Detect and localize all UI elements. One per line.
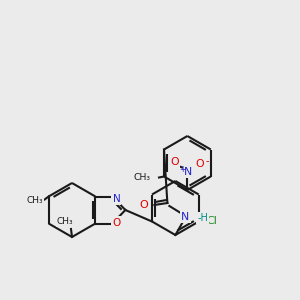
Text: -H: -H: [197, 213, 208, 223]
Text: N: N: [112, 194, 120, 203]
Text: O: O: [195, 159, 204, 169]
Text: +: +: [179, 164, 186, 173]
Text: CH₃: CH₃: [57, 218, 73, 226]
Text: N: N: [184, 167, 193, 177]
Text: O: O: [112, 218, 121, 227]
Text: N: N: [181, 212, 190, 222]
Text: Cl: Cl: [206, 215, 217, 226]
Text: CH₃: CH₃: [134, 173, 151, 182]
Text: O: O: [170, 157, 179, 167]
Text: -: -: [206, 156, 209, 166]
Text: O: O: [140, 200, 148, 210]
Text: CH₃: CH₃: [26, 196, 43, 205]
